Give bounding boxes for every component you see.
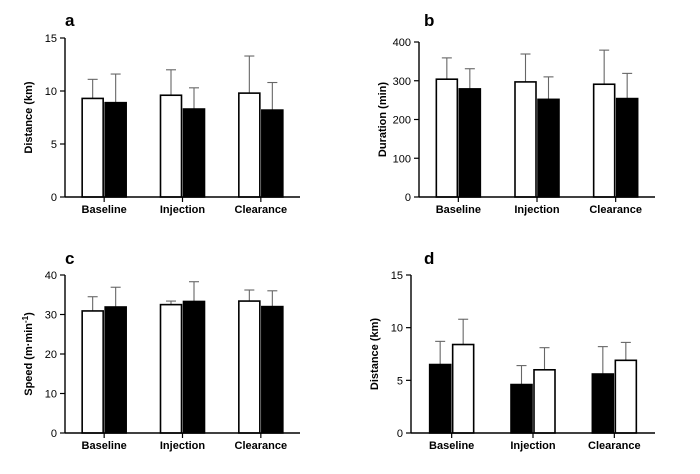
- chart-panel-d: d Baseline Injection Clearance 0 5 10 15 Distanc…: [369, 249, 655, 452]
- category-label: Clearance: [589, 204, 642, 216]
- category-label: Injection: [510, 440, 556, 452]
- y-tick-label: 200: [393, 115, 411, 127]
- y-tick-label: 5: [397, 375, 403, 387]
- bar: [451, 343, 475, 434]
- chart-panel-b: b Baseline Injection Clearance 0 100 200 300 400…: [377, 11, 655, 216]
- y-tick-label: 20: [45, 349, 57, 361]
- bar: [159, 303, 183, 434]
- bar: [104, 306, 127, 434]
- bar: [533, 368, 556, 434]
- category-label: Injection: [514, 204, 560, 216]
- panel-letter: c: [65, 249, 74, 268]
- y-axis-title-main: Speed (m·min: [23, 323, 35, 396]
- bar: [81, 310, 104, 434]
- bar: [510, 383, 533, 434]
- y-tick-label: 0: [397, 428, 403, 440]
- y-tick-label: 300: [393, 76, 411, 88]
- bar: [514, 81, 537, 198]
- category-label: Injection: [160, 440, 206, 452]
- category-label: Baseline: [82, 440, 127, 452]
- y-axis-title-main: Duration (min): [377, 82, 389, 157]
- category-label: Baseline: [82, 204, 127, 216]
- panel-letter: a: [65, 11, 75, 30]
- y-tick-label: 10: [45, 389, 57, 401]
- bar: [159, 94, 183, 198]
- y-axis-title-main: Distance (km): [23, 81, 35, 153]
- panel-letter: b: [424, 11, 434, 30]
- y-tick-label: 15: [391, 270, 403, 282]
- chart-panel-a: a Baseline Injection Clearance 0 5 10 15 Distanc…: [23, 11, 300, 216]
- y-tick-label: 0: [405, 192, 411, 204]
- bar: [615, 97, 639, 198]
- y-axis-title: Speed (m·min-1): [21, 312, 35, 396]
- y-axis-title: Distance (km): [369, 318, 381, 390]
- bar: [435, 78, 459, 198]
- panel-letter: d: [424, 249, 434, 268]
- bar: [238, 92, 261, 198]
- bar: [537, 98, 560, 198]
- y-tick-label: 5: [51, 139, 57, 151]
- category-label: Clearance: [235, 204, 288, 216]
- bar: [182, 108, 206, 198]
- category-label: Clearance: [588, 440, 641, 452]
- y-tick-label: 10: [45, 86, 57, 98]
- bar: [458, 88, 482, 198]
- y-axis-title-main: Distance (km): [369, 318, 381, 390]
- y-axis-title-superscript: -1: [21, 315, 30, 323]
- y-tick-label: 15: [45, 33, 57, 45]
- bar: [81, 97, 104, 198]
- y-tick-label: 100: [393, 153, 411, 165]
- bar: [261, 305, 284, 434]
- bar: [428, 363, 452, 434]
- y-tick-label: 40: [45, 270, 57, 282]
- bar: [104, 101, 127, 198]
- y-axis-title: Distance (km): [23, 81, 35, 153]
- y-tick-label: 0: [51, 192, 57, 204]
- y-tick-label: 10: [391, 323, 403, 335]
- bar: [592, 83, 616, 198]
- bar: [261, 109, 284, 198]
- y-axis-title: Duration (min): [377, 82, 389, 157]
- category-label: Clearance: [235, 440, 288, 452]
- y-tick-label: 400: [393, 37, 411, 49]
- y-tick-label: 0: [51, 428, 57, 440]
- bar: [614, 359, 638, 434]
- bar: [591, 373, 615, 434]
- bar: [182, 300, 206, 434]
- category-label: Injection: [160, 204, 206, 216]
- y-tick-label: 30: [45, 310, 57, 322]
- category-label: Baseline: [429, 440, 474, 452]
- category-label: Baseline: [436, 204, 481, 216]
- chart-panel-c: c Baseline Injection Clearance 0 10 20 30 40 Spee…: [21, 249, 300, 452]
- y-axis-title-suffix: ): [23, 312, 35, 316]
- bar: [238, 300, 261, 434]
